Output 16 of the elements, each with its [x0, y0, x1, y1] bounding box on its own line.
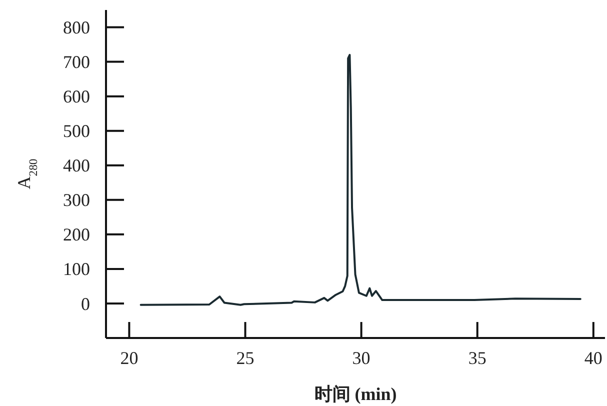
y-tick-label: 0: [81, 294, 90, 314]
x-tick-label: 30: [352, 348, 370, 368]
y-tick-label: 100: [63, 259, 90, 280]
x-tick-label: 25: [236, 348, 254, 368]
y-tick-label: 200: [63, 224, 90, 245]
y-tick-label: 300: [63, 190, 90, 210]
y-tick-label: 500: [63, 121, 90, 142]
x-tick-label: 40: [584, 348, 602, 368]
y-tick-label: 700: [63, 52, 90, 72]
x-axis-title: 时间 (min): [314, 384, 397, 404]
y-tick-label: 600: [63, 86, 90, 107]
line-series: [140, 54, 582, 306]
y-tick-label: 800: [63, 18, 90, 38]
x-tick-label: 20: [120, 348, 138, 368]
x-tick-label: 35: [468, 348, 486, 368]
y-tick-label: 400: [63, 156, 90, 176]
